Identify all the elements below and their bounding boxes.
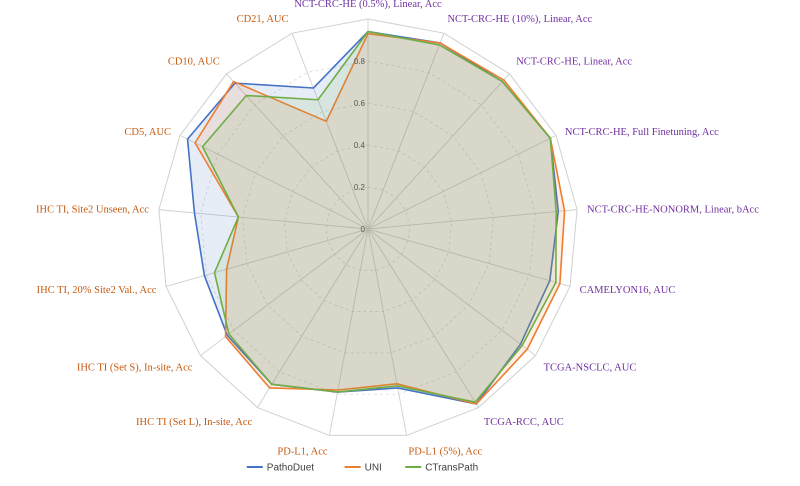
axis-label: NCT-CRC-HE, Full Finetuning, Acc — [565, 127, 719, 138]
radar-grid — [158, 18, 578, 436]
axis-label: TCGA-NSCLC, AUC — [544, 363, 637, 374]
grid-outer-ring — [158, 18, 578, 436]
grid-ring-3 — [242, 102, 494, 354]
axis-label: TCGA-RCC, AUC — [484, 417, 564, 428]
axis-label: CAMELYON16, AUC — [580, 285, 676, 296]
grid-spoke — [328, 228, 369, 436]
tick-label: 0.8 — [354, 57, 366, 66]
axis-label: PD-L1, Acc — [277, 446, 327, 457]
grid-spoke — [257, 228, 369, 408]
radar-series — [186, 30, 566, 405]
grid-spoke — [367, 228, 479, 408]
axis-label: PD-L1 (5%), Acc — [408, 446, 482, 457]
tick-label: 0.6 — [354, 99, 366, 108]
legend-label-ctranspath: CTransPath — [425, 463, 478, 474]
axis-label: NCT-CRC-HE (10%), Linear, Acc — [447, 14, 592, 25]
legend: PathoDuet UNI CTransPath — [246, 463, 478, 474]
grid-spoke — [367, 209, 578, 230]
series-ctranspath-area — [201, 30, 557, 403]
tick-label: 0 — [361, 225, 366, 234]
grid-spoke — [367, 33, 445, 230]
axis-labels: NCT-CRC-HE (0.5%), Linear, Acc NCT-CRC-HE… — [36, 0, 759, 457]
legend-label-uni: UNI — [365, 463, 382, 474]
legend-label-pathoduet: PathoDuet — [267, 463, 314, 474]
grid-spoke — [165, 228, 369, 287]
axis-label: CD10, AUC — [168, 56, 220, 67]
axis-label: IHC TI, Site2 Unseen, Acc — [36, 205, 149, 216]
tick-label: 0.2 — [354, 183, 366, 192]
radial-tick-labels: 0 0.2 0.4 0.6 0.8 — [354, 57, 366, 234]
axis-label: IHC TI (Set L), In-site, Acc — [136, 417, 252, 428]
grid-spoke — [226, 73, 369, 230]
axis-label: CD5, AUC — [124, 127, 171, 138]
grid-spoke — [179, 134, 369, 230]
grid-spoke — [367, 134, 557, 230]
axis-label: NCT-CRC-HE, Linear, Acc — [516, 56, 632, 67]
axis-label: NCT-CRC-HE-NONORM, Linear, bAcc — [587, 205, 759, 216]
axis-label: IHC TI, 20% Site2 Val., Acc — [37, 285, 157, 296]
grid-spoke — [367, 228, 536, 356]
grid-spoke — [291, 33, 369, 230]
grid-spoke — [367, 228, 408, 436]
grid-ring-4 — [200, 60, 536, 395]
grid-spoke — [367, 228, 571, 287]
axis-label: CD21, AUC — [237, 14, 289, 25]
axis-label: IHC TI (Set S), In-site, Acc — [77, 363, 193, 374]
grid-ring-1 — [325, 186, 411, 271]
tick-label: 0.4 — [354, 141, 366, 150]
grid-spoke — [367, 73, 510, 230]
axis-label: NCT-CRC-HE (0.5%), Linear, Acc — [294, 0, 442, 10]
